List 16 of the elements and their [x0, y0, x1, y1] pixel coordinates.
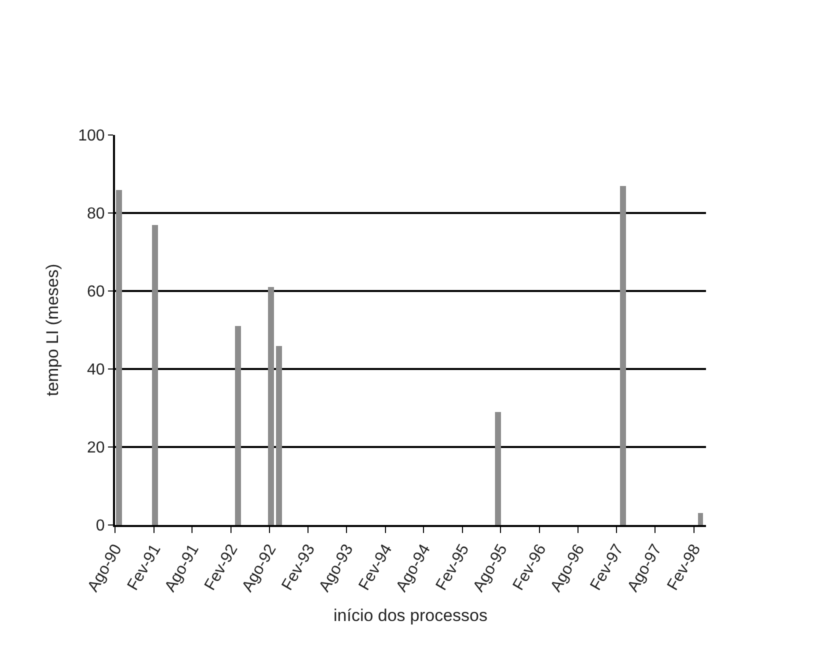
y-tick-label: 0: [96, 518, 105, 535]
bar: [116, 190, 122, 525]
bar: [152, 225, 158, 525]
bar: [698, 513, 703, 525]
x-axis-title: início dos processos: [333, 606, 488, 625]
y-tick-label: 80: [87, 206, 105, 223]
y-axis-title: tempo LI (meses): [43, 264, 62, 396]
bar: [276, 346, 282, 525]
y-tick-label: 40: [87, 362, 105, 379]
y-tick-label: 100: [78, 128, 105, 145]
bar: [620, 186, 626, 525]
bar: [235, 326, 241, 525]
y-tick-label: 60: [87, 284, 105, 301]
bar: [268, 287, 274, 525]
y-tick-label: 20: [87, 440, 105, 457]
bar: [495, 412, 501, 525]
